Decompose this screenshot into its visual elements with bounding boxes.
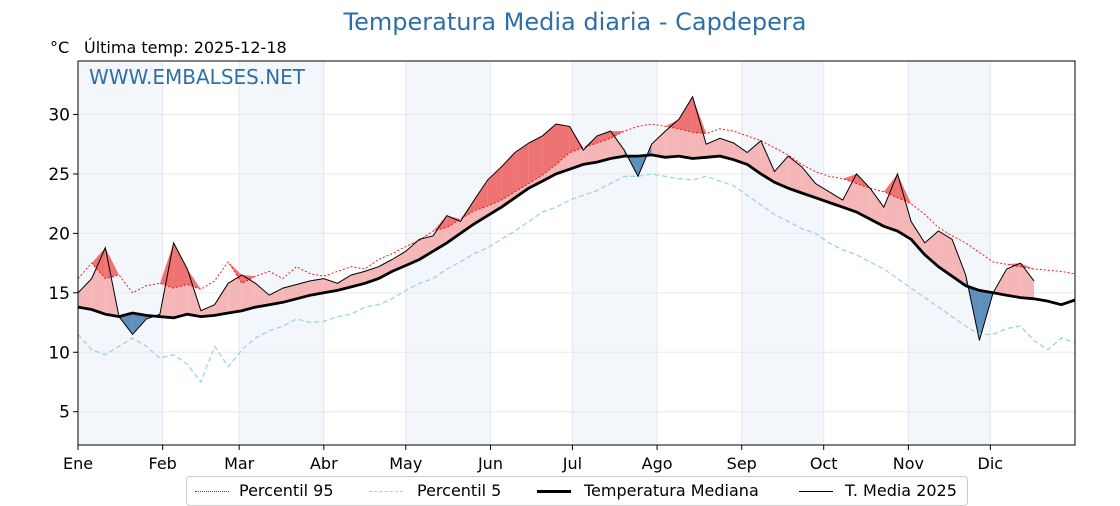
y-tick-label: 10 (48, 343, 70, 363)
above-p95-fill (159, 242, 174, 289)
x-tick-label: Ago (642, 454, 673, 473)
x-tick-label: May (389, 454, 422, 473)
month-band (78, 61, 163, 445)
legend-p5-swatch (369, 491, 403, 492)
y-tick-label: 15 (48, 284, 70, 304)
above-p95-fill (474, 179, 488, 211)
above-median-fill (1020, 263, 1035, 299)
below-median-fill (118, 313, 133, 335)
above-p95-fill (1020, 263, 1035, 270)
above-median-fill (78, 278, 92, 310)
p95-line (77, 123, 1076, 294)
x-tick-label: Jul (562, 454, 582, 473)
anomaly-fills (78, 96, 1035, 341)
plot-frame (77, 60, 1076, 446)
above-p95-fill (173, 242, 188, 289)
above-p95-fill (556, 124, 570, 165)
watermark: WWW.EMBALSES.NET (89, 65, 306, 89)
above-median-fill (228, 274, 242, 314)
above-p95-fill (897, 173, 912, 204)
x-tick-label: Oct (810, 454, 838, 473)
below-median-fill (132, 313, 147, 335)
media-2025-line (77, 95, 1035, 341)
above-median-fill (911, 221, 925, 255)
series-lines (77, 95, 1076, 384)
month-bands (78, 61, 991, 445)
above-median-fill (269, 288, 283, 305)
median-line (77, 153, 1076, 320)
above-p95-fill (542, 124, 557, 176)
above-median-fill (296, 280, 311, 299)
y-tick-label: 5 (59, 403, 70, 423)
x-tick-label: Jun (477, 454, 503, 473)
x-tick-label: Feb (149, 454, 177, 473)
last-temp-label: Última temp: 2025-12-18 (84, 38, 287, 57)
legend-median-label: Temperatura Mediana (584, 481, 759, 500)
above-median-fill (419, 235, 434, 260)
above-median-fill (651, 131, 666, 158)
above-p95-fill (433, 215, 447, 232)
above-p95-fill (678, 96, 693, 133)
above-median-fill (870, 188, 884, 227)
y-tick-label: 30 (48, 105, 70, 125)
above-median-fill (733, 143, 748, 165)
above-p95-fill (405, 239, 420, 247)
above-median-fill (200, 304, 215, 317)
x-tick-label: Ene (63, 454, 93, 473)
p5-line (77, 173, 1076, 384)
above-p95-fill (528, 135, 543, 184)
above-median-fill (378, 259, 393, 279)
x-tick-label: Dic (978, 454, 1004, 473)
above-median-fill (310, 278, 324, 296)
x-tick-label: Mar (224, 454, 255, 473)
above-p95-fill (487, 166, 502, 207)
month-band (572, 61, 658, 445)
legend-p95-swatch (195, 491, 229, 492)
above-median-fill (255, 283, 270, 308)
above-median-fill (214, 283, 229, 316)
above-p95-fill (446, 215, 461, 228)
legend-media2025-swatch (799, 491, 833, 492)
above-median-fill (938, 231, 953, 277)
legend-p95-label: Percentil 95 (239, 481, 334, 500)
above-median-fill (282, 284, 297, 303)
y-axis-ticks: 5 10 15 20 25 30 (48, 105, 78, 423)
above-p95-fill (692, 96, 707, 134)
above-p95-fill (105, 247, 119, 279)
above-median-fill (405, 239, 420, 266)
above-median-fill (801, 166, 816, 198)
above-p95-fill (515, 143, 529, 192)
legend-media2025-label: T. Media 2025 (845, 481, 957, 500)
legend-median-swatch (537, 490, 571, 493)
above-median-fill (842, 173, 857, 212)
above-p95-fill (596, 131, 611, 144)
above-median-fill (924, 231, 939, 267)
x-tick-label: Abr (310, 454, 338, 473)
above-p95-fill (501, 152, 516, 201)
legend: Percentil 95 Percentil 5 Temperatura Med… (186, 476, 968, 506)
x-tick-label: Sep (727, 454, 757, 473)
x-axis-ticks: Ene Feb Mar Abr May Jun Jul Ago Sep Oct Nov Dic (63, 445, 1003, 473)
y-tick-label: 20 (48, 224, 70, 244)
above-median-fill (788, 156, 802, 193)
legend-p5-label: Percentil 5 (417, 481, 502, 500)
above-median-fill (760, 140, 775, 183)
month-band (239, 61, 324, 445)
above-median-fill (323, 278, 338, 293)
month-band (741, 61, 824, 445)
above-median-fill (1006, 263, 1021, 298)
x-tick-label: Nov (893, 454, 924, 473)
above-median-fill (241, 274, 256, 311)
y-tick-label: 25 (48, 165, 70, 185)
above-median-fill (952, 239, 966, 286)
above-median-fill (610, 131, 625, 159)
above-p95-fill (883, 173, 898, 198)
above-p95-fill (187, 269, 201, 290)
y-axis-unit-label: °C (50, 38, 70, 57)
above-median-fill (719, 138, 734, 160)
chart-title: Temperatura Media diaria - Capdepera (343, 8, 807, 36)
above-median-fill (774, 156, 789, 189)
